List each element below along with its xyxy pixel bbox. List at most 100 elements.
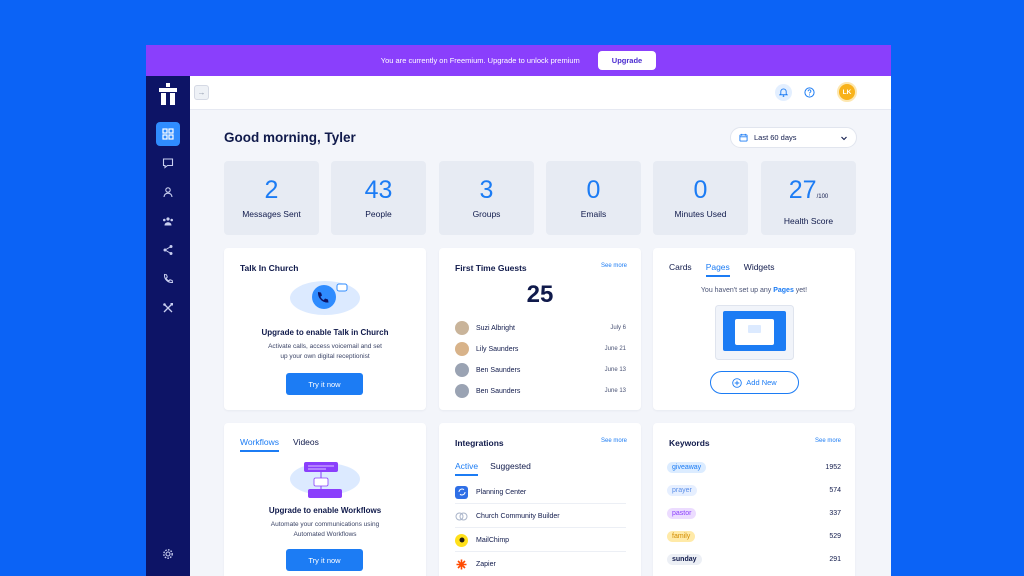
nav-people[interactable] xyxy=(156,180,180,204)
top-bar: → LK xyxy=(190,76,891,110)
app-window: You are currently on Freemium. Upgrade t… xyxy=(146,45,891,576)
group-icon xyxy=(163,217,173,226)
calendar-icon xyxy=(739,133,748,142)
tab-workflows[interactable]: Workflows xyxy=(240,437,280,452)
empty-state-highlight: Pages xyxy=(773,287,794,294)
stat-label: People xyxy=(365,209,392,219)
freemium-banner: You are currently on Freemium. Upgrade t… xyxy=(146,45,891,76)
nav-messages[interactable] xyxy=(156,151,180,175)
stat-card: 3 Groups xyxy=(439,161,534,235)
integration-row[interactable]: Zapier xyxy=(455,553,626,576)
empty-state-message: You haven't set up any Pages yet! xyxy=(653,287,855,294)
stat-value: 2 xyxy=(264,176,279,204)
sidebar xyxy=(146,76,190,576)
stat-label: Emails xyxy=(580,209,607,219)
see-more-link[interactable]: See more xyxy=(600,438,627,444)
stat-value: 3 xyxy=(479,176,494,204)
stat-label: Messages Sent xyxy=(242,209,301,219)
keyword-count: 1952 xyxy=(825,463,841,471)
app-logo[interactable] xyxy=(159,83,177,105)
guest-date: June 13 xyxy=(604,388,626,394)
list-item[interactable]: Suzi Albright July 6 xyxy=(455,321,626,335)
guest-date: June 21 xyxy=(604,346,626,352)
avatar xyxy=(455,321,469,335)
tab-videos[interactable]: Videos xyxy=(293,437,319,447)
stat-value: 0 xyxy=(693,176,708,204)
keyword-row[interactable]: giveaway 1952 xyxy=(667,460,841,474)
try-it-now-button[interactable]: Try it now xyxy=(286,373,363,395)
avatar xyxy=(455,363,469,377)
list-item[interactable]: Ben Saunders June 13 xyxy=(455,384,626,398)
keyword-row[interactable]: family 529 xyxy=(667,529,841,543)
stat-card: 27/100 Health Score xyxy=(761,161,856,235)
see-more-link[interactable]: See more xyxy=(814,438,841,444)
nav-settings[interactable] xyxy=(156,542,180,566)
tab-suggested[interactable]: Suggested xyxy=(490,461,531,471)
collapse-sidebar-button[interactable]: → xyxy=(194,85,209,100)
integration-row[interactable]: MailChimp xyxy=(455,529,626,552)
page-greeting: Good morning, Tyler xyxy=(224,130,356,145)
stat-label: Health Score xyxy=(783,216,834,226)
tab-pages[interactable]: Pages xyxy=(705,262,730,277)
upgrade-button[interactable]: Upgrade xyxy=(597,51,657,70)
plus-circle-icon xyxy=(732,377,743,388)
see-more-link[interactable]: See more xyxy=(600,263,627,269)
arrow-right-icon: → xyxy=(197,88,206,97)
share-icon xyxy=(163,245,173,255)
upgrade-description: Activate calls, access voicemail and set… xyxy=(268,343,382,360)
tab-active[interactable]: Active xyxy=(455,461,479,476)
banner-text: You are currently on Freemium. Upgrade t… xyxy=(380,56,580,65)
list-item[interactable]: Lily Saunders June 21 xyxy=(455,342,626,356)
card-title: First Time Guests xyxy=(455,263,527,273)
notifications-button[interactable] xyxy=(775,84,792,101)
integration-name: MailChimp xyxy=(476,536,510,544)
stat-label: Minutes Used xyxy=(674,209,727,219)
empty-state-text-end: yet! xyxy=(793,287,808,294)
nav-tools[interactable] xyxy=(156,296,180,320)
date-range-select[interactable]: Last 60 days xyxy=(730,127,857,148)
tab-cards[interactable]: Cards xyxy=(669,262,692,272)
integration-name: Planning Center xyxy=(476,488,527,496)
stat-value: 0 xyxy=(586,176,601,204)
guest-name: Lily Saunders xyxy=(476,345,519,353)
stat-label: Groups xyxy=(472,209,501,219)
pages-card: Cards Pages Widgets You haven't set up a… xyxy=(653,248,855,410)
upgrade-heading: Upgrade to enable Workflows xyxy=(268,506,382,515)
try-it-now-button[interactable]: Try it now xyxy=(286,549,363,571)
keyword-tag: giveaway xyxy=(667,461,707,473)
keyword-count: 574 xyxy=(829,486,841,494)
add-new-button[interactable]: Add New xyxy=(710,371,799,394)
list-item[interactable]: Ben Saunders June 13 xyxy=(455,363,626,377)
add-new-label: Add New xyxy=(746,378,777,387)
keywords-card: Keywords See more giveaway 1952 prayer 5… xyxy=(653,423,855,576)
keyword-row[interactable]: pastor 337 xyxy=(667,506,841,520)
stat-card: 0 Minutes Used xyxy=(653,161,748,235)
stat-card: 0 Emails xyxy=(546,161,641,235)
keyword-tag: pastor xyxy=(667,507,697,519)
nav-dashboard[interactable] xyxy=(156,122,180,146)
integration-row[interactable]: Church Community Builder xyxy=(455,505,626,528)
keyword-row[interactable]: prayer 574 xyxy=(667,483,841,497)
nav-calls[interactable] xyxy=(156,267,180,291)
person-icon xyxy=(163,187,173,198)
integration-row[interactable]: Planning Center xyxy=(455,481,626,504)
chat-icon xyxy=(162,158,174,169)
help-icon xyxy=(804,87,815,98)
guest-name: Ben Saunders xyxy=(476,366,521,374)
nav-groups[interactable] xyxy=(156,209,180,233)
help-button[interactable] xyxy=(801,84,818,101)
stat-card: 2 Messages Sent xyxy=(224,161,319,235)
gear-icon xyxy=(163,549,173,559)
keyword-count: 529 xyxy=(829,532,841,540)
guests-count: 25 xyxy=(526,281,554,308)
tab-widgets[interactable]: Widgets xyxy=(743,262,775,272)
keyword-row[interactable]: sunday 291 xyxy=(667,552,841,566)
user-avatar[interactable]: LK xyxy=(837,82,857,102)
date-range-value: Last 60 days xyxy=(754,133,797,142)
zapier-icon xyxy=(455,558,468,571)
nav-share[interactable] xyxy=(156,238,180,262)
guest-date: June 13 xyxy=(604,367,626,373)
talk-in-church-card: Talk In Church Upgrade to enable Talk in… xyxy=(224,248,426,410)
upgrade-heading: Upgrade to enable Talk in Church xyxy=(261,328,389,337)
phone-illustration-icon xyxy=(290,281,360,315)
